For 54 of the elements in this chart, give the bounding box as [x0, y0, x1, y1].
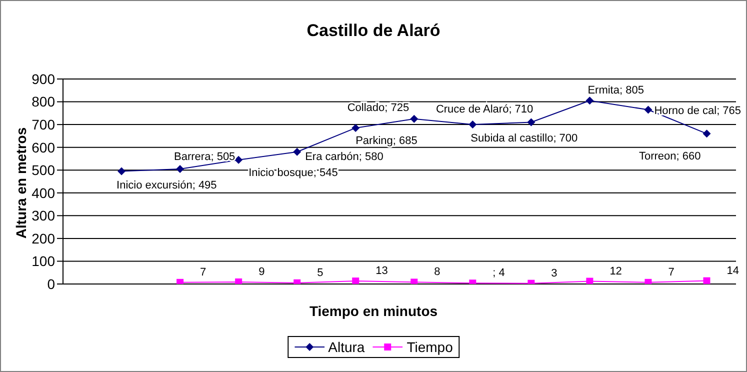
- point: [468, 120, 477, 129]
- y-tick-label: 200: [32, 230, 56, 246]
- legend-label: Tiempo: [406, 339, 453, 355]
- data-label: 5: [317, 266, 324, 279]
- y-tick-label: 400: [32, 184, 56, 201]
- y-tick-label: 800: [32, 94, 56, 110]
- y-tick-label: 0: [47, 276, 56, 292]
- data-label: Collado; 725: [347, 102, 410, 114]
- point: [527, 118, 536, 126]
- data-label: 9: [258, 266, 265, 278]
- point: [118, 167, 126, 176]
- data-label: Ermita; 805: [588, 84, 644, 97]
- data-label: 12: [610, 265, 622, 278]
- point: [703, 277, 710, 284]
- data-label: Subida al castillo; 700: [470, 132, 578, 145]
- point: [235, 278, 242, 284]
- point: [702, 130, 711, 138]
- data-label: Inicio bosque; 545: [248, 166, 338, 179]
- y-tick-label: 600: [32, 139, 56, 156]
- point: [644, 278, 652, 284]
- point: [410, 278, 418, 284]
- data-label: ; 4: [492, 267, 505, 280]
- data-label: 3: [551, 267, 558, 280]
- point: [410, 114, 418, 123]
- point: [352, 278, 360, 284]
- y-tick-label: 300: [32, 208, 56, 224]
- data-label: Horno de cal; 765: [654, 104, 742, 117]
- data-label: 13: [376, 265, 388, 278]
- point: [586, 96, 594, 105]
- y-axis-title: Altura en metros: [13, 127, 29, 239]
- point: [234, 156, 243, 164]
- point: [176, 278, 184, 284]
- point: [352, 124, 360, 132]
- data-label: 7: [668, 266, 674, 278]
- point: [644, 106, 652, 114]
- data-label: Torreon; 660: [638, 150, 701, 163]
- point: [293, 148, 302, 156]
- data-label: Cruce de Alaró; 710: [436, 103, 534, 116]
- y-tick-label: 500: [32, 162, 56, 178]
- point: [586, 278, 594, 284]
- x-axis-title: Tiempo en minutos: [308, 303, 439, 319]
- legend-label: Altura: [328, 339, 365, 355]
- y-tick-label: 700: [32, 116, 56, 133]
- data-label: Parking; 685: [356, 134, 418, 147]
- data-label: Inicio excursión; 495: [116, 179, 217, 192]
- chart-title: Castillo de Alaró: [306, 21, 442, 41]
- data-label: 14: [726, 264, 739, 277]
- data-label: 7: [200, 266, 206, 278]
- data-label: 8: [434, 266, 440, 278]
- data-label: Barrera; 505: [174, 150, 236, 163]
- point: [176, 164, 184, 173]
- data-label: Era carbón; 580: [305, 150, 384, 163]
- y-tick-label: 900: [32, 70, 56, 87]
- y-tick-label: 100: [32, 253, 56, 270]
